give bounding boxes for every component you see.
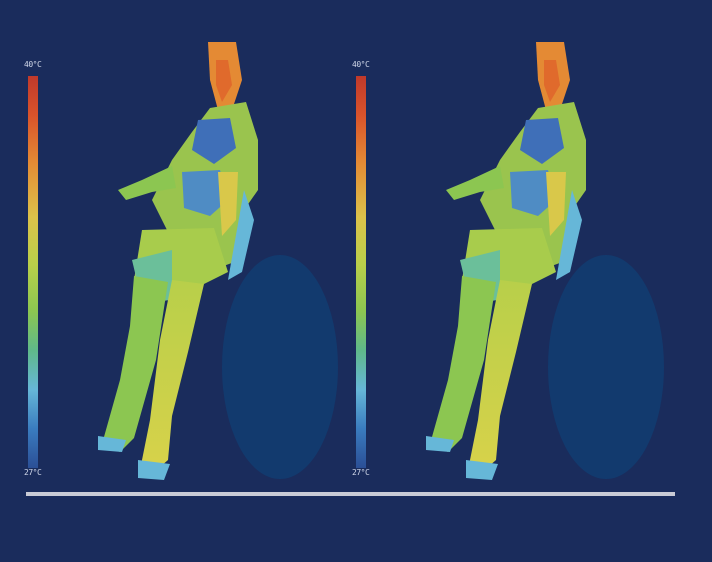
leg-left-region <box>102 276 168 452</box>
arm-region <box>446 166 504 200</box>
leg-left-region <box>430 276 496 452</box>
leg-right-region <box>140 280 204 474</box>
scale-min-label: 27°C <box>24 468 42 477</box>
cool-oval-region <box>222 255 338 479</box>
arm-region <box>118 166 176 200</box>
scale-min-label: 27°C <box>352 468 370 477</box>
thermal-panel-left: 40°C 27°C <box>22 40 342 490</box>
cool-oval-region <box>548 255 664 479</box>
temperature-scale-bar <box>28 76 38 468</box>
scale-max-label: 40°C <box>352 60 370 69</box>
leg-right-region <box>468 280 532 474</box>
thermal-figure <box>98 42 338 480</box>
floor-line <box>26 492 675 496</box>
scale-max-label: 40°C <box>24 60 42 69</box>
temperature-scale-bar <box>356 76 366 468</box>
thermal-panel-right: 40°C 27°C <box>350 40 670 490</box>
thermal-figure <box>426 42 664 480</box>
